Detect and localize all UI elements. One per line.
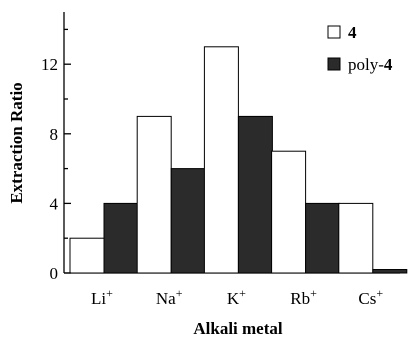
bar-series-poly-4-rb bbox=[305, 202, 341, 274]
x-tick-label-rb: Rb+ bbox=[290, 286, 317, 308]
legend-label-compound-number: 4 bbox=[348, 23, 357, 42]
x-tick-label-superscript: + bbox=[106, 286, 113, 300]
legend-label-series-4: 4 bbox=[348, 23, 357, 42]
bar-series-poly-4-li bbox=[103, 202, 139, 274]
bar-series-poly-4-cs bbox=[372, 269, 408, 274]
bars bbox=[69, 46, 408, 274]
bar-series-4-k bbox=[203, 46, 239, 274]
legend-swatch-series-poly-4 bbox=[327, 57, 341, 71]
x-axis-label: Alkali metal bbox=[193, 319, 283, 338]
legend-label-prefix: poly- bbox=[348, 55, 384, 74]
x-tick-label-base: K bbox=[227, 289, 240, 308]
x-tick-label-superscript: + bbox=[176, 286, 183, 300]
bar-series-4-li bbox=[69, 237, 105, 274]
x-tick-label-superscript: + bbox=[310, 286, 317, 300]
legend-label-series-poly-4: poly-4 bbox=[348, 55, 393, 74]
y-axis-label: Extraction Ratio bbox=[7, 82, 26, 203]
bar-series-4-cs bbox=[338, 202, 374, 274]
bar-series-poly-4-k bbox=[237, 115, 273, 274]
x-tick-label-base: Rb bbox=[290, 289, 310, 308]
x-tick-label-base: Li bbox=[91, 289, 106, 308]
y-tick-label: 0 bbox=[50, 264, 59, 283]
bar-series-4-na bbox=[136, 115, 172, 274]
x-tick-label-base: Cs bbox=[358, 289, 376, 308]
bar-series-poly-4-na bbox=[170, 168, 206, 274]
bar-series-4-rb bbox=[271, 150, 307, 274]
y-tick-label: 12 bbox=[41, 55, 58, 74]
x-tick-label-li: Li+ bbox=[91, 286, 113, 308]
x-tick-label-na: Na+ bbox=[156, 286, 183, 308]
y-axis-ticks: 0 4 8 12 bbox=[41, 28, 71, 283]
x-tick-label-cs: Cs+ bbox=[358, 286, 383, 308]
x-axis-ticks: Li+ Na+ K+ Rb+ Cs+ bbox=[91, 286, 383, 308]
y-tick-label: 4 bbox=[50, 194, 59, 213]
legend-label-compound-number: 4 bbox=[384, 55, 393, 74]
x-tick-label-superscript: + bbox=[376, 286, 383, 300]
x-tick-label-k: K+ bbox=[227, 286, 246, 308]
x-tick-label-superscript: + bbox=[239, 286, 246, 300]
x-tick-label-base: Na bbox=[156, 289, 176, 308]
y-tick-label: 8 bbox=[50, 125, 59, 144]
legend-swatch-series-4 bbox=[327, 25, 341, 39]
